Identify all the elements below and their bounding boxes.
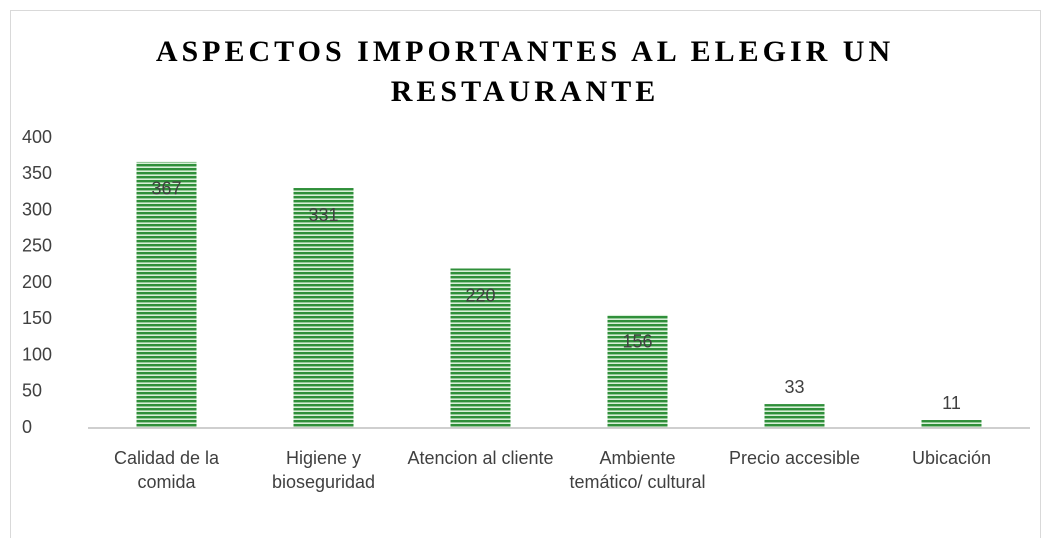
x-tick-label: Higiene y bioseguridad xyxy=(271,448,376,492)
data-label: 33 xyxy=(784,377,804,397)
data-label: 11 xyxy=(942,393,961,413)
x-tick-label: Ambiente temático/ cultural xyxy=(569,448,706,492)
y-tick-label: 350 xyxy=(22,163,52,183)
y-tick-label: 50 xyxy=(22,381,42,401)
chart-title: ASPECTOS IMPORTANTES AL ELEGIR UN RESTAU… xyxy=(155,35,895,108)
bar xyxy=(921,420,982,428)
x-tick-label: Calidad de la comida xyxy=(113,448,220,492)
bar xyxy=(136,161,197,429)
y-tick-label: 150 xyxy=(22,308,52,328)
bar xyxy=(450,268,511,428)
chart-frame xyxy=(10,10,1041,538)
y-tick-label: 100 xyxy=(22,344,52,364)
bar xyxy=(764,404,825,428)
x-tick-label: Atencion al cliente xyxy=(407,448,554,468)
y-tick-label: 300 xyxy=(22,199,52,219)
data-label: 156 xyxy=(622,332,652,352)
data-label: 367 xyxy=(151,179,181,199)
x-tick-label: Ubicación xyxy=(911,448,992,468)
y-tick-label: 200 xyxy=(22,272,52,292)
y-tick-label: 0 xyxy=(22,417,32,437)
x-tick-label: Precio accesible xyxy=(728,448,861,468)
y-tick-label: 400 xyxy=(22,127,52,147)
bar xyxy=(293,188,354,428)
y-tick-label: 250 xyxy=(22,236,52,256)
data-label: 220 xyxy=(465,285,495,305)
bar xyxy=(607,314,668,428)
data-label: 331 xyxy=(308,205,338,225)
